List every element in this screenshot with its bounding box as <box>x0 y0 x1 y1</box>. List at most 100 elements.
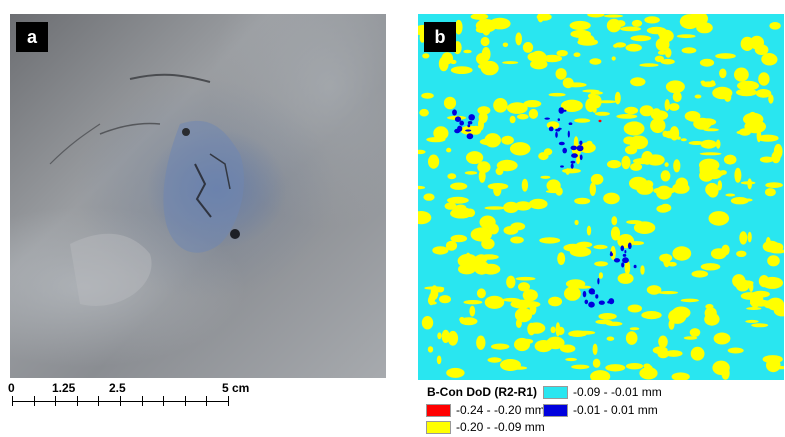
yellow-patch <box>607 160 622 169</box>
yellow-patch <box>639 367 658 380</box>
yellow-patch <box>476 288 486 299</box>
yellow-patch <box>556 50 568 57</box>
yellow-patch <box>569 246 592 257</box>
yellow-patch <box>725 193 736 197</box>
yellow-patch <box>644 153 654 160</box>
yellow-patch <box>502 42 509 48</box>
yellow-patch <box>574 118 591 123</box>
yellow-patch <box>463 300 483 305</box>
panel-a-letter: a <box>16 22 48 52</box>
scale-tick <box>98 396 100 406</box>
yellow-patch <box>493 98 508 113</box>
yellow-patch <box>514 300 531 305</box>
yellow-patch <box>466 151 484 165</box>
blue-patch <box>608 298 615 305</box>
yellow-patch <box>762 355 783 364</box>
yellow-patch <box>506 275 516 289</box>
yellow-patch <box>476 335 486 350</box>
scale-tick <box>76 396 78 406</box>
blue-patch <box>558 107 565 114</box>
yellow-patch <box>650 118 666 134</box>
yellow-patch <box>436 355 442 365</box>
yellow-patch <box>592 343 598 355</box>
blue-patch <box>557 118 560 121</box>
yellow-patch <box>521 178 529 192</box>
yellow-patch <box>658 291 679 295</box>
yellow-patch <box>672 246 692 261</box>
yellow-patch <box>694 94 702 99</box>
yellow-patch <box>668 319 675 330</box>
yellow-patch <box>700 80 706 85</box>
blue-patch <box>588 301 595 308</box>
blue-patch <box>595 294 599 299</box>
yellow-patch <box>517 113 529 120</box>
scale-tick <box>141 396 143 406</box>
yellow-patch <box>691 270 709 278</box>
yellow-patch <box>736 88 758 97</box>
yellow-patch <box>707 184 719 198</box>
yellow-patch <box>623 121 645 136</box>
yellow-patch <box>658 337 668 348</box>
yellow-patch <box>590 173 604 185</box>
yellow-patch <box>477 161 491 173</box>
scale-label-2-5: 2.5 <box>109 381 126 395</box>
yellow-patch <box>509 115 516 124</box>
yellow-patch <box>469 305 476 317</box>
yellow-patch <box>479 254 499 260</box>
yellow-patch <box>423 193 435 201</box>
yellow-patch <box>587 14 605 18</box>
yellow-patch <box>713 332 731 345</box>
yellow-patch <box>506 102 528 114</box>
yellow-patch <box>450 66 473 74</box>
yellow-patch <box>478 111 488 124</box>
yellow-patch <box>710 248 727 260</box>
blue-patch <box>567 130 570 138</box>
yellow-patch <box>528 108 539 119</box>
blue-patch <box>467 124 471 128</box>
yellow-patch <box>574 330 596 335</box>
blue-patch <box>570 163 574 169</box>
yellow-patch <box>659 253 673 263</box>
yellow-patch <box>769 22 781 30</box>
yellow-patch <box>736 130 743 134</box>
yellow-patch <box>740 181 756 185</box>
yellow-patch <box>484 206 506 210</box>
blue-patch <box>576 145 584 152</box>
yellow-patch <box>501 135 514 145</box>
yellow-patch <box>675 177 689 191</box>
yellow-patch <box>689 14 708 27</box>
blue-patch <box>633 264 637 269</box>
yellow-patch <box>633 221 656 234</box>
blue-patch <box>459 120 464 126</box>
yellow-patch <box>515 32 522 46</box>
blue-patch <box>590 292 595 295</box>
blue-patch <box>466 133 474 140</box>
yellow-patch <box>603 14 623 18</box>
yellow-patch <box>755 89 772 98</box>
legend-swatch-blue <box>543 403 568 417</box>
yellow-patch <box>510 236 524 244</box>
yellow-patch <box>590 91 603 95</box>
yellow-patch <box>470 227 492 242</box>
yellow-patch <box>464 171 478 175</box>
yellow-patch <box>605 364 626 372</box>
yellow-patch <box>570 168 576 173</box>
yellow-patch <box>502 61 519 65</box>
yellow-patch <box>598 272 603 279</box>
yellow-patch <box>578 34 595 45</box>
legend-swatch-red <box>426 403 451 417</box>
yellow-patch <box>688 141 705 145</box>
yellow-patch <box>704 312 720 326</box>
blue-patch <box>570 160 576 164</box>
yellow-patch <box>676 34 696 39</box>
blue-patch <box>584 299 589 305</box>
blue-patch <box>562 147 567 154</box>
yellow-patch <box>676 136 681 140</box>
blue-patch <box>544 117 550 120</box>
yellow-patch <box>639 105 654 117</box>
yellow-patch <box>576 241 593 248</box>
blue-patch <box>570 145 578 151</box>
legend-title: B-Con DoD (R2-R1) <box>427 385 537 399</box>
yellow-patch <box>764 188 776 197</box>
yellow-patch <box>603 192 620 205</box>
